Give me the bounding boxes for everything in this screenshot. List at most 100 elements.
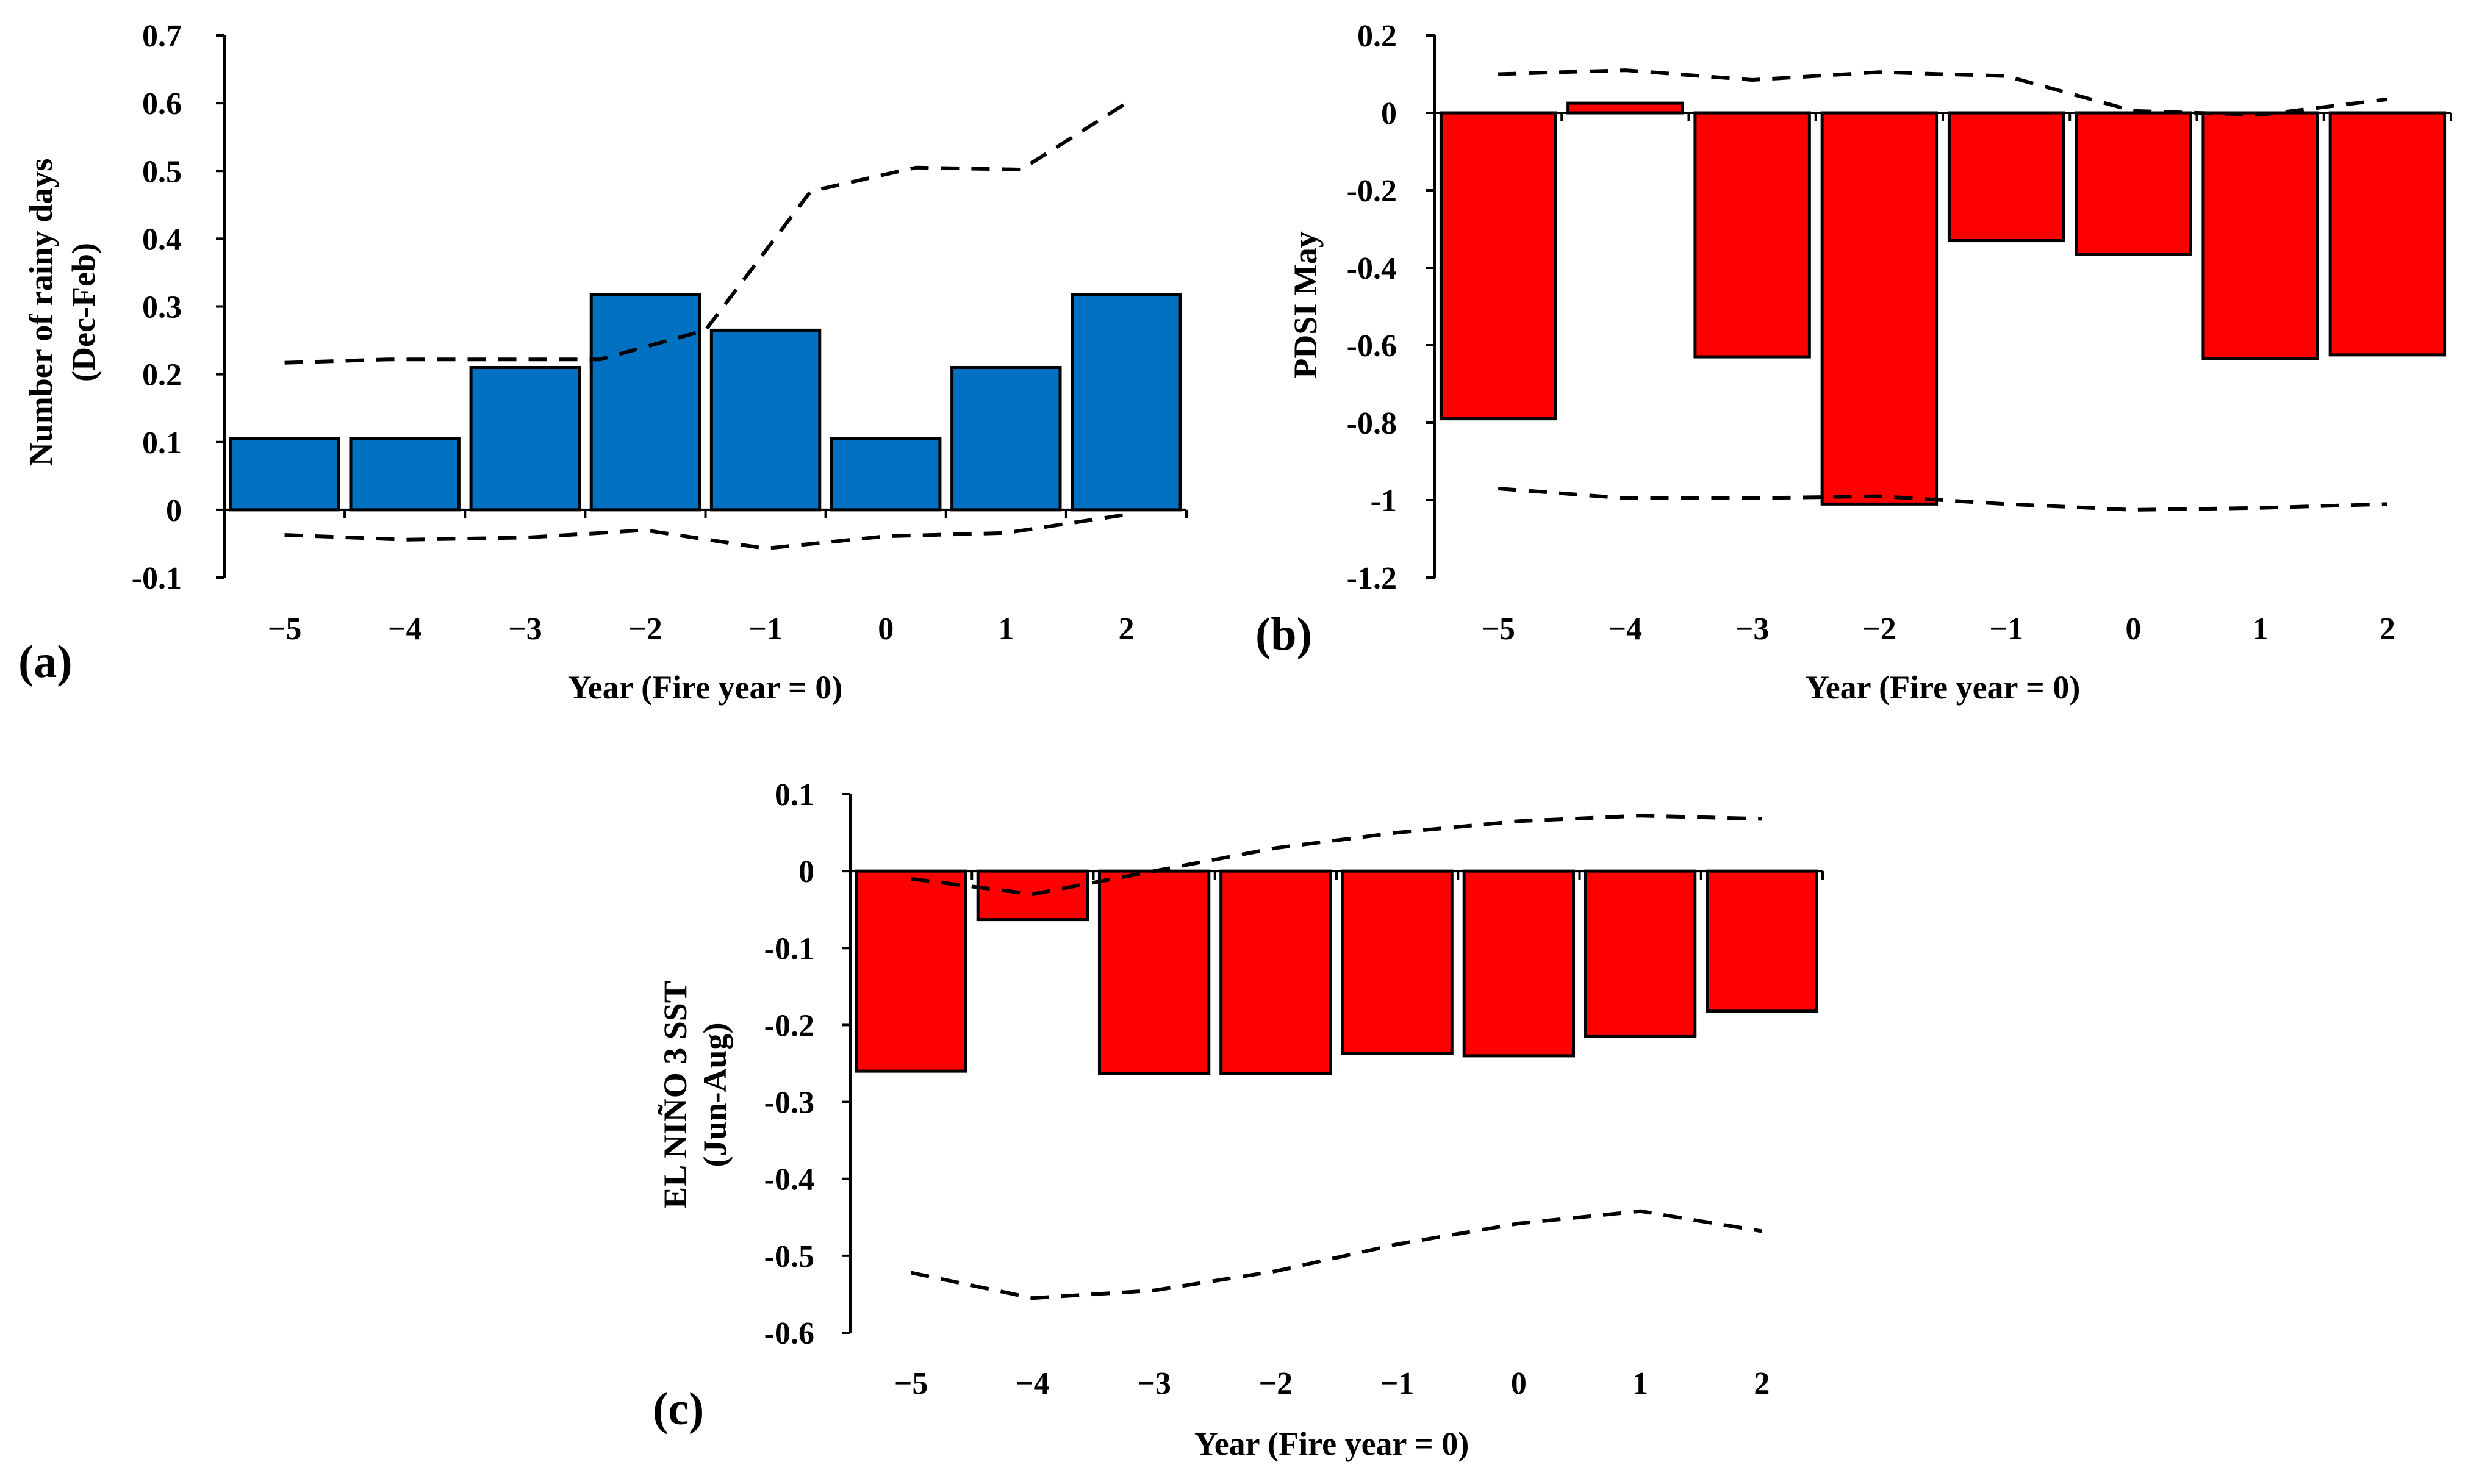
panel-c-bars: [855, 869, 1818, 1075]
panel-b-x-axis-label: Year (Fire year = 0): [1806, 669, 2081, 706]
panel-c-bar-6: [1584, 869, 1697, 1038]
panel-a-x-tick-7: 2: [1118, 612, 1134, 647]
panel-c-y-tick-labels: -0.6 -0.5 -0.4 -0.3 -0.2 -0.1 0 0.1: [764, 778, 814, 1351]
panel-a-bar-2: [469, 366, 581, 512]
panel-a-x-tick-1: −4: [388, 612, 422, 647]
panel-a-x-tick-5: 0: [878, 612, 894, 647]
panel-a-x-tick-3: −2: [628, 612, 662, 647]
panel-b-x-tick-4: −1: [1989, 612, 2023, 647]
panel-b-x-tick-6: 1: [2253, 612, 2269, 647]
panel-b-x-tick-3: −2: [1862, 612, 1896, 647]
panel-c-y-tick-3: -0.3: [764, 1086, 814, 1120]
panel-c-y-tick-7: 0.1: [775, 778, 814, 812]
panel-b-pdsi-chart: -1.2 -1 -0.8 -0.6 -0.4 -0.2 0 0.2 −5 −4 −3 −2 −1 0 1 2…: [1255, 19, 2452, 706]
panel-a-x-tick-4: −1: [748, 612, 783, 647]
panel-c-x-tick-0: −5: [894, 1366, 928, 1401]
panel-c-x-tick-3: −2: [1259, 1366, 1293, 1401]
panel-c-y-tick-5: -0.1: [764, 931, 814, 966]
panel-a-y-tick-0: -0.1: [132, 561, 182, 596]
panel-a-bar-7: [1071, 292, 1182, 512]
panel-c-y-tick-6: 0: [798, 855, 814, 889]
panel-a-confidence-line-1: [284, 512, 1127, 551]
panel-c-bar-5: [1462, 869, 1576, 1058]
panel-b-confidence-lines: [1498, 68, 2388, 512]
panel-a-confidence-line-0: [284, 101, 1128, 365]
panel-b-y-tick-4: -0.4: [1347, 251, 1397, 286]
panel-b-bar-2: [1693, 111, 1811, 359]
panel-c-x-tick-5: 0: [1511, 1366, 1527, 1401]
panel-b-confidence-line-0: [1498, 68, 2388, 117]
panel-a-bars: [229, 292, 1182, 512]
panel-b-bar-1: [1566, 101, 1684, 115]
panel-c-bar-3: [1219, 869, 1332, 1075]
panel-c-x-tick-2: −3: [1137, 1366, 1171, 1401]
panel-a-axes: [216, 34, 1188, 579]
panel-b-bars: [1439, 101, 2447, 506]
panel-c-x-tick-7: 2: [1754, 1366, 1770, 1401]
panel-b-y-tick-3: -0.6: [1347, 329, 1397, 364]
panel-c-x-tick-4: −1: [1380, 1366, 1415, 1401]
panel-b-bar-6: [2201, 111, 2319, 360]
panel-b-y-tick-2: -0.8: [1347, 406, 1397, 441]
panel-c-x-tick-6: 1: [1632, 1366, 1648, 1401]
panel-a-bar-1: [349, 437, 461, 512]
panel-a-y-tick-3: 0.2: [142, 358, 182, 393]
panel-c-confidence-line-1: [910, 1209, 1762, 1300]
panel-a-bar-6: [950, 366, 1062, 512]
panel-a-bar-3: [589, 292, 701, 512]
panel-c-bar-7: [1706, 869, 1818, 1013]
panel-c-y-tick-4: -0.2: [764, 1008, 814, 1043]
panel-b-bar-5: [2075, 111, 2192, 256]
panel-c-x-tick-1: −4: [1016, 1366, 1050, 1401]
panel-c-y-tick-0: -0.6: [764, 1316, 814, 1351]
panel-c-y-axis-label-2: (Jun-Aug): [697, 1022, 733, 1167]
panel-a-x-tick-2: −3: [508, 612, 542, 647]
panel-b-y-tick-0: -1.2: [1347, 561, 1397, 596]
panel-b-bar-4: [1947, 111, 2065, 243]
panel-a-bar-5: [830, 437, 942, 512]
panel-b-y-tick-7: 0.2: [1357, 19, 1397, 54]
panel-a-bar-4: [709, 328, 822, 512]
panel-b-label: (b): [1255, 609, 1312, 660]
panel-b-axes: [1426, 34, 2452, 579]
panel-b-x-tick-2: −3: [1735, 612, 1770, 647]
panel-a-confidence-lines: [284, 101, 1128, 551]
panel-a-y-axis-label-2: (Dec-Feb): [65, 243, 102, 382]
panel-a-y-axis-label: Number of rainy days: [23, 159, 59, 467]
panel-b-confidence-line-1: [1498, 487, 2387, 512]
panel-a-y-tick-2: 0.1: [142, 426, 182, 461]
panel-b-x-tick-0: −5: [1481, 612, 1515, 647]
panel-a-bar-0: [229, 437, 340, 512]
panel-b-bar-0: [1439, 111, 1557, 421]
panel-b-y-tick-1: -1: [1371, 484, 1397, 518]
panel-b-y-axis-label: PDSI May: [1287, 231, 1324, 379]
panel-c-axes: [842, 793, 1824, 1334]
panel-c-y-axis-label: EL NIÑO 3 SST: [657, 981, 694, 1209]
panel-a-rainy-days-chart: -0.1 0 0.1 0.2 0.3 0.4 0.5 0.6 0.7 −5 −4 −3 −2 −1 0 1 2…: [18, 19, 1188, 706]
panel-b-x-tick-labels: −5 −4 −3 −2 −1 0 1 2: [1481, 612, 2395, 647]
panel-a-y-tick-8: 0.7: [142, 19, 182, 54]
panel-c-bar-0: [855, 869, 967, 1073]
panel-a-y-tick-7: 0.6: [142, 87, 182, 121]
panel-c-x-tick-labels: −5 −4 −3 −2 −1 0 1 2: [894, 1366, 1770, 1401]
panel-a-x-tick-labels: −5 −4 −3 −2 −1 0 1 2: [268, 612, 1135, 647]
panel-a-y-tick-6: 0.5: [142, 154, 182, 189]
panel-a-x-tick-0: −5: [268, 612, 302, 647]
panel-a-y-tick-1: 0: [166, 493, 182, 528]
panel-c-bar-4: [1341, 869, 1454, 1055]
panel-a-y-tick-4: 0.3: [142, 290, 182, 325]
panel-c-el-nino-sst-chart: -0.6 -0.5 -0.4 -0.3 -0.2 -0.1 0 0.1 −5 −4 −3 −2 −1 0…: [653, 778, 1824, 1462]
panel-c-y-tick-2: -0.4: [764, 1163, 814, 1197]
panel-a-label: (a): [18, 636, 73, 687]
panel-c-label: (c): [653, 1383, 704, 1435]
panel-a-x-tick-6: 1: [998, 612, 1014, 647]
panel-c-confidence-line-0: [911, 814, 1762, 897]
panel-b-x-tick-1: −4: [1609, 612, 1643, 647]
panel-b-x-tick-5: 0: [2125, 612, 2141, 647]
panel-a-x-axis-label: Year (Fire year = 0): [568, 669, 843, 706]
panel-c-confidence-lines: [910, 814, 1762, 1300]
panel-c-bar-2: [1097, 869, 1211, 1075]
panel-b-y-tick-labels: -1.2 -1 -0.8 -0.6 -0.4 -0.2 0 0.2: [1347, 19, 1397, 596]
